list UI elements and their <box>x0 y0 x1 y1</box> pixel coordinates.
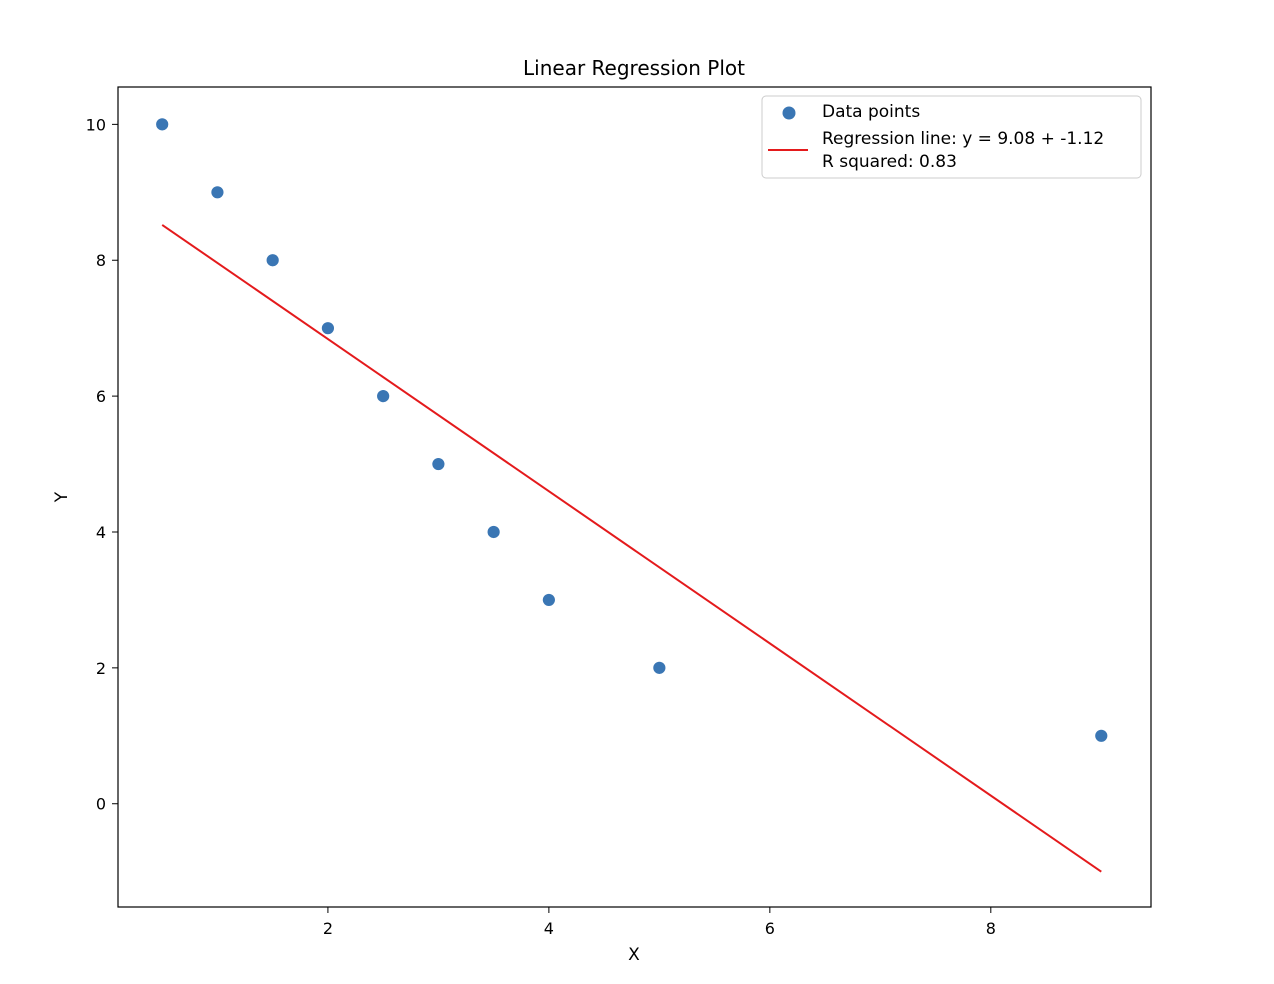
y-tick-label: 8 <box>96 251 106 270</box>
y-axis-label: Y <box>52 491 72 503</box>
regression-line <box>161 224 1102 873</box>
y-tick-label: 4 <box>96 523 106 542</box>
y-tick-label: 10 <box>86 115 106 134</box>
data-point <box>486 525 501 539</box>
legend: Data points Regression line: y = 9.08 + … <box>761 95 1142 179</box>
y-tick-label: 6 <box>96 387 106 406</box>
data-point <box>265 253 280 268</box>
y-tick-label: 2 <box>96 659 106 678</box>
x-axis: 2 4 6 8 <box>323 907 996 938</box>
x-tick-label: 6 <box>765 919 775 938</box>
data-point <box>541 593 556 607</box>
data-point <box>431 457 446 471</box>
legend-line-label: Regression line: y = 9.08 + -1.12 R squar… <box>822 129 1104 172</box>
plot-frame <box>117 86 1152 908</box>
x-axis-label: X <box>628 945 640 965</box>
plot-marks <box>155 117 1109 873</box>
data-point <box>155 117 170 132</box>
data-point <box>376 389 391 404</box>
chart-title: Linear Regression Plot <box>523 56 745 80</box>
legend-box <box>761 95 1142 179</box>
data-point <box>210 185 225 200</box>
x-tick-label: 8 <box>986 919 996 938</box>
y-tick-label: 0 <box>96 795 106 814</box>
x-tick-label: 4 <box>544 919 554 938</box>
legend-scatter-marker <box>782 106 796 120</box>
data-point <box>652 660 667 675</box>
data-point <box>1094 728 1109 743</box>
data-point <box>321 321 335 336</box>
legend-scatter-label: Data points <box>822 102 920 122</box>
x-tick-label: 2 <box>323 919 333 938</box>
y-axis: 0 2 4 6 8 10 <box>86 115 118 814</box>
